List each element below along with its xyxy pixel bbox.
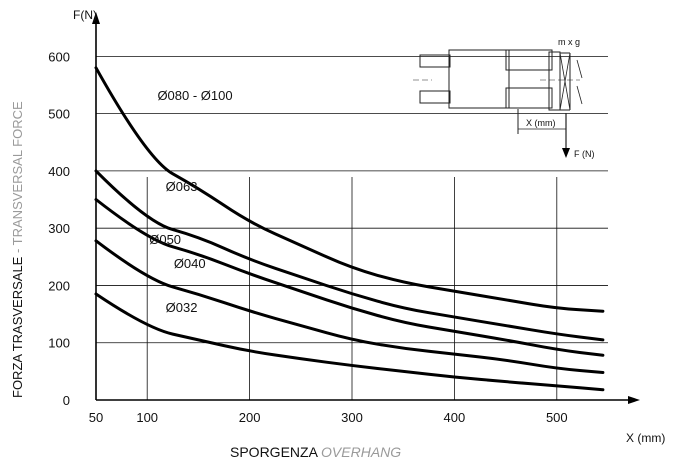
series-labels: Ø080 - Ø100 Ø063 Ø050 Ø040 Ø032 bbox=[149, 88, 232, 315]
curves bbox=[94, 66, 605, 392]
y-axis-title-text: FORZA TRASVERSALE - TRANSVERSAL FORCE bbox=[10, 101, 25, 398]
cylinder-diagram: m x g X (mm) F (N) bbox=[413, 37, 595, 159]
y-axis-title-main: FORZA TRASVERSALE bbox=[10, 256, 25, 398]
rod-lower-left bbox=[419, 90, 451, 104]
series-label-3: Ø040 bbox=[174, 256, 206, 271]
y-tick-label-6: 600 bbox=[48, 49, 70, 64]
y-tick-label-5: 500 bbox=[48, 107, 70, 122]
load-label: m x g bbox=[558, 37, 580, 47]
series-label-0: Ø080 - Ø100 bbox=[157, 88, 232, 103]
axes: F(N) X (mm) bbox=[73, 8, 665, 445]
x-tick-label-1: 100 bbox=[136, 410, 158, 425]
series-label-4: Ø032 bbox=[166, 300, 198, 315]
x-tick-label-2: 200 bbox=[239, 410, 261, 425]
load-hatch-2 bbox=[559, 52, 571, 111]
y-axis-title-alt: TRANSVERSAL FORCE bbox=[10, 101, 25, 246]
x-axis-title: SPORGENZA OVERHANG bbox=[230, 444, 401, 460]
series-line-4 bbox=[94, 292, 605, 392]
end-plate bbox=[548, 51, 561, 111]
cylinder-body bbox=[448, 49, 510, 109]
x-tick-label-5: 500 bbox=[546, 410, 568, 425]
overhang-label: X (mm) bbox=[526, 118, 556, 128]
x-axis-arrow-icon bbox=[628, 396, 640, 404]
y-tick-label-2: 200 bbox=[48, 278, 70, 293]
rod-upper-left bbox=[419, 54, 451, 68]
y-tick-label-4: 400 bbox=[48, 164, 70, 179]
grid bbox=[96, 55, 608, 400]
x-axis-title-main: SPORGENZA bbox=[230, 444, 318, 460]
x-tick-label-0: 50 bbox=[89, 410, 103, 425]
y-tick-label-1: 100 bbox=[48, 336, 70, 351]
tick-labels: 0 100 200 300 400 500 600 50 100 200 300 400 500 bbox=[48, 49, 567, 425]
x-tick-label-3: 300 bbox=[341, 410, 363, 425]
upper-rod bbox=[505, 49, 553, 71]
y-tick-label-3: 300 bbox=[48, 221, 70, 236]
series-label-2: Ø050 bbox=[149, 232, 181, 247]
lower-rod bbox=[505, 87, 553, 109]
series-line-2 bbox=[94, 198, 605, 357]
y-axis-unit: F(N) bbox=[73, 8, 97, 22]
series-label-1: Ø063 bbox=[166, 179, 198, 194]
y-tick-label-0: 0 bbox=[63, 393, 70, 408]
force-label: F (N) bbox=[574, 149, 595, 159]
x-axis-title-alt: OVERHANG bbox=[321, 444, 402, 460]
force-arrow-icon bbox=[562, 148, 570, 158]
x-tick-label-4: 400 bbox=[444, 410, 466, 425]
x-axis-unit: X (mm) bbox=[626, 431, 665, 445]
mass-tick-1 bbox=[576, 59, 583, 79]
series-line-3 bbox=[94, 239, 605, 374]
mass-tick-2 bbox=[576, 85, 583, 105]
y-axis-arrow-icon bbox=[92, 12, 100, 24]
series-line-1 bbox=[94, 169, 605, 342]
series-line-0 bbox=[94, 66, 605, 313]
y-axis-title-sep: - bbox=[10, 245, 25, 257]
